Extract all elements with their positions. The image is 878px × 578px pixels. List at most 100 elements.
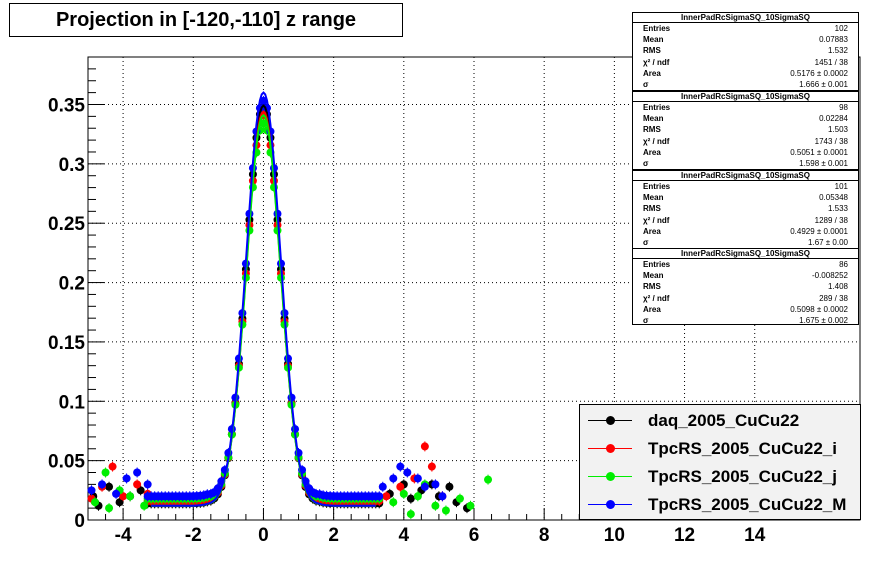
stats-row: Mean 0.05348 (633, 192, 858, 203)
y-tick-label: 0.3 (59, 155, 85, 176)
x-tick-label: 12 (674, 525, 695, 546)
stats-box: InnerPadRcSigmaSQ_10SigmaSQ Entries 102 Mea… (632, 12, 859, 91)
x-tick-label: -2 (185, 525, 202, 546)
stats-key: RMS (643, 125, 661, 135)
x-tick-label: 4 (399, 525, 410, 546)
stats-key: σ (643, 158, 649, 168)
stats-row: Entries 98 (633, 102, 858, 113)
stats-row: RMS 1.408 (633, 281, 858, 292)
data-point (431, 480, 440, 489)
stats-row: Mean -0.008252 (633, 270, 858, 281)
x-tick-label: 0 (258, 525, 269, 546)
data-point (115, 498, 124, 507)
x-tick-label: 14 (744, 525, 766, 546)
marker-icon (606, 416, 615, 425)
stats-row: RMS 1.533 (633, 203, 858, 214)
data-point (133, 480, 142, 489)
y-tick-label: 0.05 (48, 452, 85, 473)
data-point (87, 486, 96, 495)
stats-key: Area (643, 68, 661, 78)
stats-row: RMS 1.532 (633, 45, 858, 56)
data-point (136, 486, 145, 495)
stats-key: Area (643, 226, 661, 236)
stats-key: Entries (643, 182, 671, 191)
stats-value: 101 (834, 182, 848, 191)
x-tick-label: 6 (469, 525, 480, 546)
stats-key: Entries (643, 103, 671, 112)
data-point (375, 492, 384, 501)
y-tick-label: 0.2 (59, 274, 85, 295)
stats-key: Mean (643, 193, 664, 203)
stats-row: χ² / ndf 1743 / 38 (633, 136, 858, 147)
data-point (431, 501, 440, 510)
stats-key: σ (643, 315, 649, 325)
stats-row: σ 1.67 ± 0.00 (633, 237, 858, 248)
stats-row: σ 1.675 ± 0.002 (633, 315, 858, 326)
stats-key: Entries (643, 24, 671, 33)
stats-value: 0.5176 ± 0.0002 (790, 68, 848, 78)
marker-icon (606, 472, 615, 481)
data-point (105, 504, 114, 513)
data-point (403, 468, 412, 477)
stats-key: χ² / ndf (643, 293, 670, 303)
marker-icon (606, 500, 615, 509)
stats-row: Entries 86 (633, 259, 858, 270)
y-tick-label: 0.35 (48, 95, 85, 116)
stats-box: InnerPadRcSigmaSQ_10SigmaSQ Entries 101 Mea… (632, 170, 859, 249)
legend-label: daq_2005_CuCu22 (648, 410, 800, 430)
plot-title: Projection in [-120,-110] z range (9, 3, 403, 37)
data-point (122, 474, 131, 483)
x-tick-label: -4 (115, 525, 132, 546)
legend-entry: TpcRS_2005_CuCu22_i (580, 434, 860, 463)
stats-key: χ² / ndf (643, 215, 670, 225)
stats-value: 1.533 (827, 204, 848, 214)
data-point (378, 482, 387, 491)
stats-row: Area 0.5098 ± 0.0002 (633, 304, 858, 315)
stats-row: σ 1.666 ± 0.001 (633, 79, 858, 90)
data-point (420, 442, 429, 451)
stats-key: Area (643, 304, 661, 314)
data-point (399, 489, 408, 498)
stats-title: InnerPadRcSigmaSQ_10SigmaSQ (633, 92, 858, 102)
data-point (126, 492, 135, 501)
y-tick-label: 0.15 (48, 333, 85, 354)
stats-title: InnerPadRcSigmaSQ_10SigmaSQ (633, 171, 858, 181)
data-point (259, 96, 268, 105)
stats-row: Mean 0.02284 (633, 113, 858, 124)
stats-key: χ² / ndf (643, 136, 670, 146)
data-point (112, 489, 121, 498)
x-tick-label: 10 (604, 525, 625, 546)
data-point (133, 468, 142, 477)
stats-row: χ² / ndf 1289 / 38 (633, 215, 858, 226)
stats-row: Area 0.4929 ± 0.0001 (633, 226, 858, 237)
data-point (484, 475, 493, 484)
stats-value: 1.598 ± 0.001 (799, 158, 848, 168)
stats-key: Area (643, 147, 661, 157)
data-point (406, 494, 415, 503)
data-point (420, 482, 429, 491)
stats-value: 0.05348 (819, 193, 848, 203)
y-tick-label: 0.25 (48, 214, 85, 235)
stats-value: 98 (839, 103, 848, 112)
stats-row: Mean 0.07883 (633, 34, 858, 45)
stats-value: 1451 / 38 (814, 57, 848, 67)
data-point (455, 494, 464, 503)
stats-value: 86 (839, 260, 848, 269)
stats-row: χ² / ndf 289 / 38 (633, 293, 858, 304)
stats-key: Entries (643, 260, 671, 269)
stats-value: 0.5051 ± 0.0001 (790, 147, 848, 157)
stats-value: 0.07883 (819, 35, 848, 45)
stats-value: 102 (834, 24, 848, 33)
legend-entry: daq_2005_CuCu22 (580, 406, 860, 435)
stats-key: σ (643, 237, 649, 247)
data-point (143, 480, 152, 489)
stats-key: RMS (643, 282, 661, 292)
y-tick-label: 0.1 (59, 392, 86, 413)
stats-value: 1.532 (827, 46, 848, 56)
stats-key: Mean (643, 271, 664, 281)
y-tick-label: 0 (74, 511, 85, 532)
stats-value: 0.02284 (819, 114, 848, 124)
data-point (413, 474, 422, 483)
stats-box: InnerPadRcSigmaSQ_10SigmaSQ Entries 86 Mean… (632, 248, 859, 325)
legend-label: TpcRS_2005_CuCu22_j (648, 466, 837, 486)
